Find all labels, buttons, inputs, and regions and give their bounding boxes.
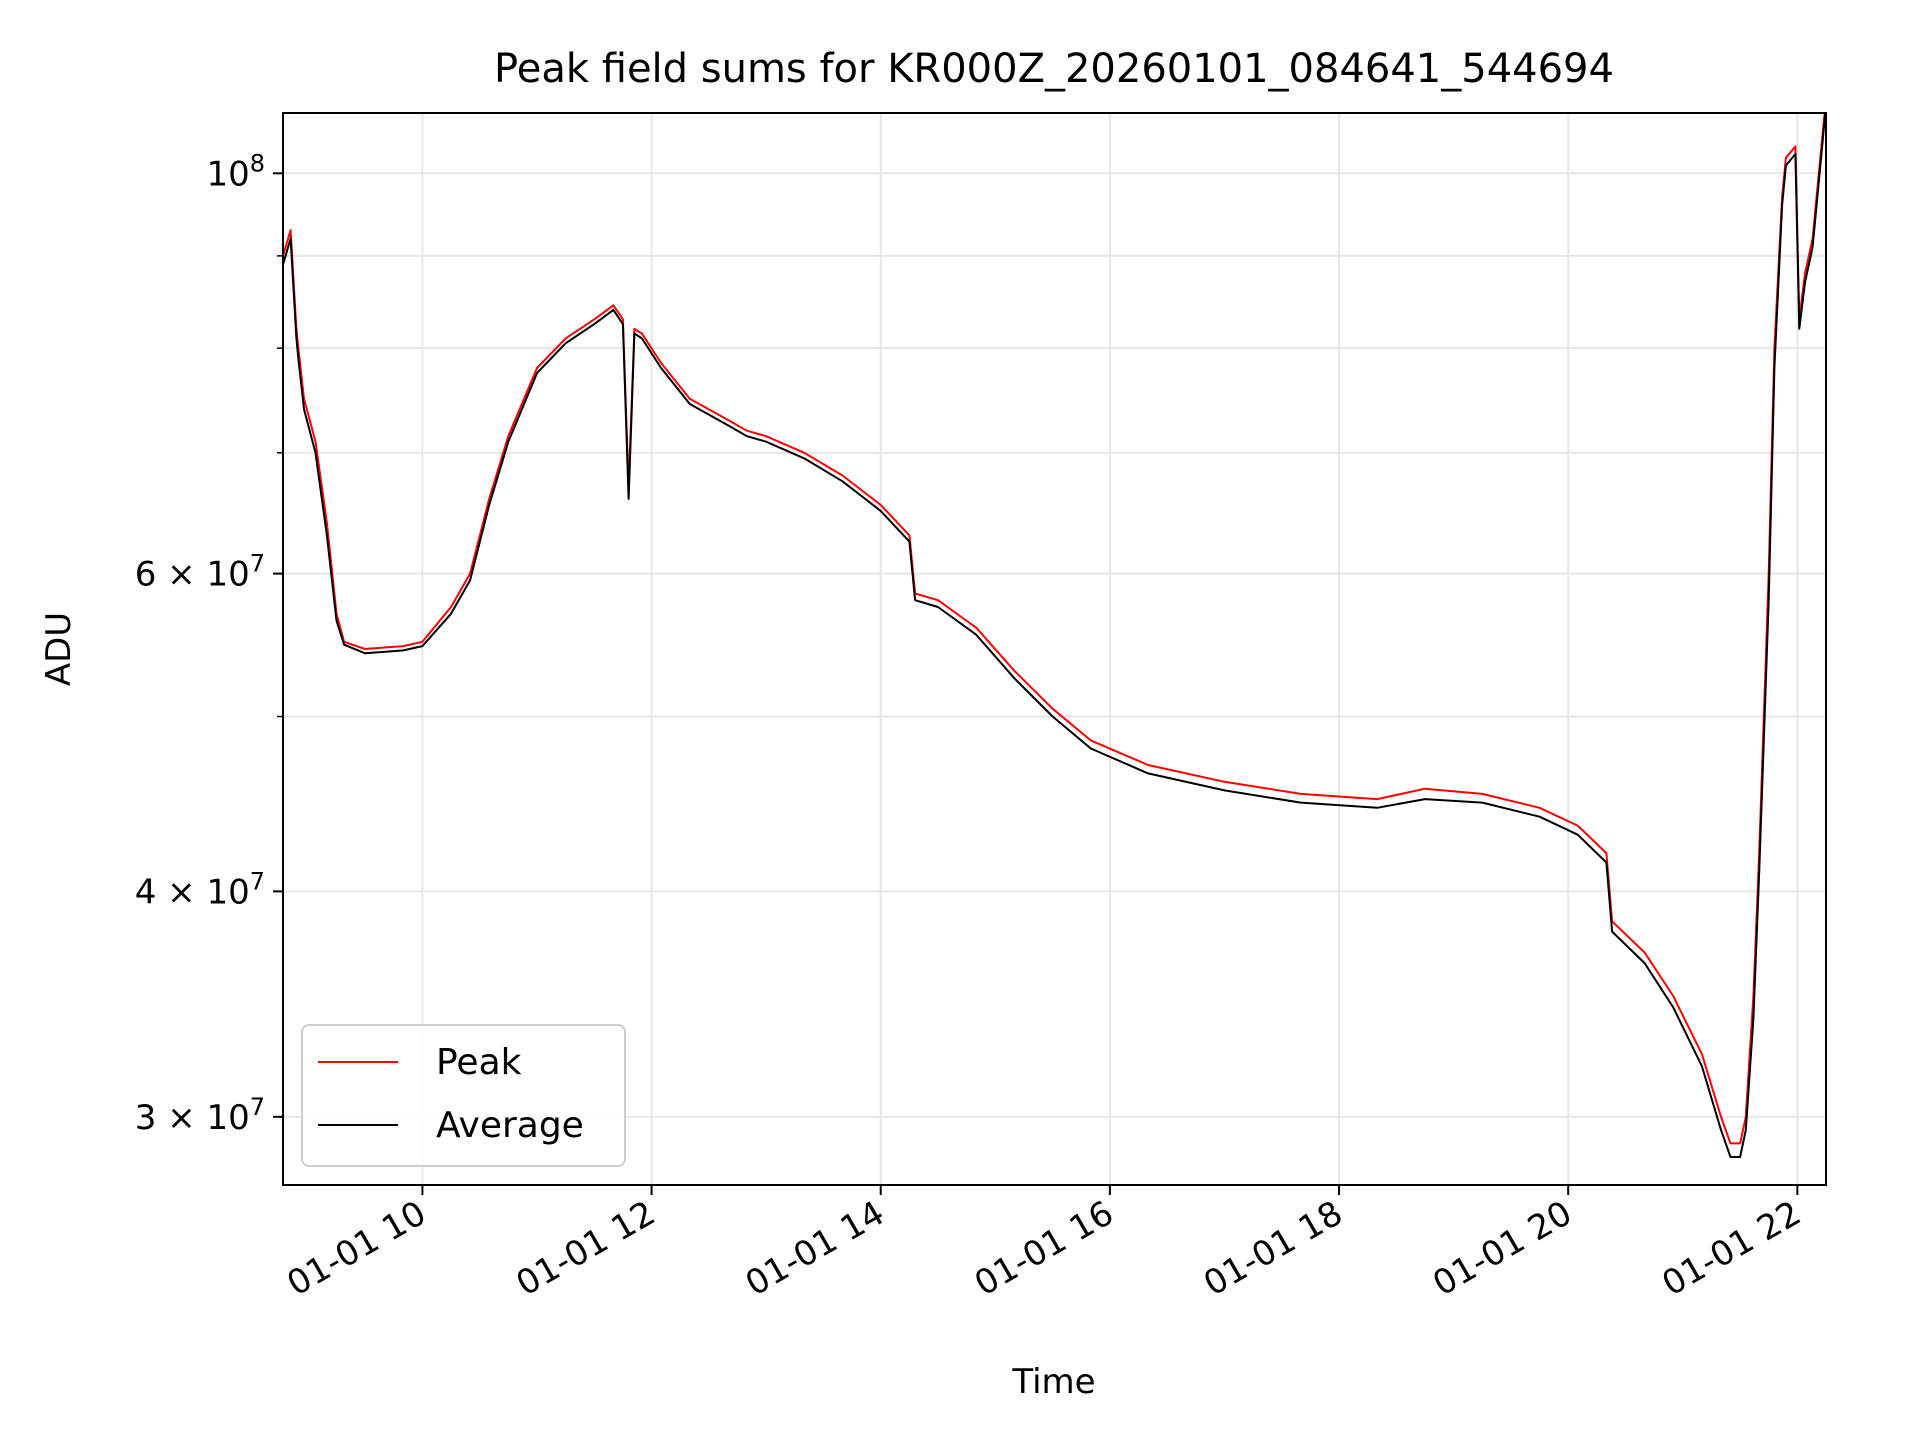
plot-frame bbox=[282, 112, 1827, 1186]
gridlines bbox=[283, 113, 1826, 1185]
series-line-average bbox=[283, 113, 1826, 1158]
legend-box bbox=[301, 1024, 626, 1167]
y-axis-label: ADU bbox=[39, 612, 79, 686]
legend-label-peak: Peak bbox=[436, 1042, 522, 1083]
y-tick-label: 4 × 107 bbox=[135, 867, 265, 912]
y-tick-label: 108 bbox=[206, 149, 265, 194]
legend-label-average: Average bbox=[436, 1105, 584, 1146]
y-tick-label: 3 × 107 bbox=[135, 1093, 265, 1138]
legend: Peak Average bbox=[301, 1024, 626, 1167]
y-ticks: 108 6 × 107 4 × 107 3 × 107 bbox=[135, 149, 283, 1138]
y-tick-label: 6 × 107 bbox=[135, 550, 265, 595]
plot-lines bbox=[283, 113, 1826, 1158]
x-axis-label: Time bbox=[1011, 1362, 1095, 1402]
chart-title: Peak field sums for KR000Z_20260101_0846… bbox=[494, 46, 1614, 92]
